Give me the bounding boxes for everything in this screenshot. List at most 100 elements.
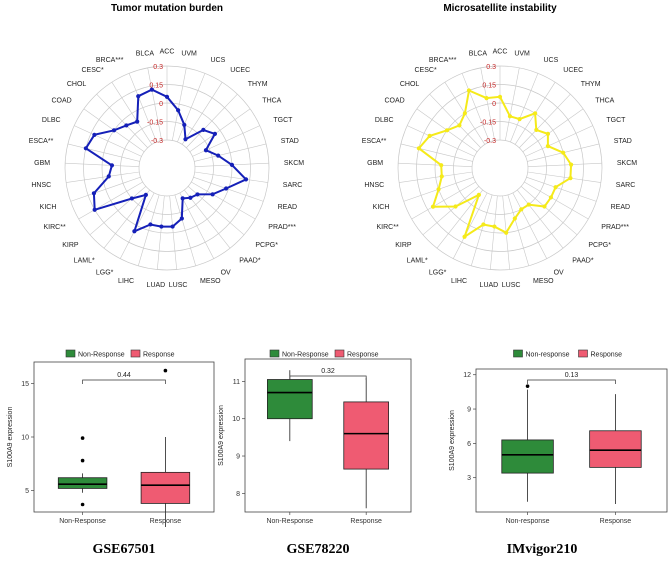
radar-category-label: ESCA** bbox=[362, 138, 387, 145]
radar-ring-label: 0.15 bbox=[149, 83, 163, 90]
radar-point bbox=[436, 187, 441, 192]
radar-spoke bbox=[191, 181, 256, 220]
radar-category-label: ESCA** bbox=[29, 138, 54, 145]
radar-chart-microsatellite-instability: Microsatellite instability 0.3 0.15 0 -0.15… bbox=[362, 3, 638, 289]
radar-category-label: BRCA*** bbox=[96, 57, 124, 64]
radar-point bbox=[148, 222, 153, 227]
box-outlier bbox=[80, 436, 85, 440]
radar-spoke bbox=[398, 171, 473, 183]
y-axis-label: S100A9 expression bbox=[218, 405, 225, 466]
y-tick-label: 9 bbox=[467, 407, 471, 414]
dataset-title: GSE78220 bbox=[286, 542, 349, 557]
radar-spoke bbox=[192, 125, 260, 157]
x-tick-label: Non-Response bbox=[59, 518, 106, 525]
radar-point bbox=[201, 127, 206, 132]
radar-chart-tumor-mutation-burden: Tumor mutation burden 0.3 0.15 0 -0.15 -0.3 A… bbox=[29, 3, 305, 289]
y-tick-label: 9 bbox=[236, 454, 240, 461]
radar-spoke bbox=[89, 186, 147, 236]
radar-category-label: LIHC bbox=[451, 278, 467, 285]
radar-point bbox=[91, 191, 97, 196]
radar-spoke bbox=[137, 194, 160, 266]
radar-point bbox=[519, 207, 524, 212]
radar-ring bbox=[138, 139, 196, 197]
box-outlier bbox=[80, 502, 85, 507]
radar-category-label: GBM bbox=[367, 160, 383, 167]
radar-category-label: UCEC bbox=[230, 67, 250, 74]
boxplot-gse78220: GSE78220 Non-Response Response 8 9 10 11 S100A… bbox=[218, 349, 412, 557]
x-tick-label: Response bbox=[350, 518, 382, 525]
radar-spoke bbox=[422, 186, 480, 236]
legend-label-non-response: Non-Response bbox=[78, 352, 125, 359]
y-tick-label: 10 bbox=[21, 435, 29, 442]
radar-spoke bbox=[67, 143, 140, 162]
radar-category-label: CHOL bbox=[67, 81, 87, 88]
radar-spoke bbox=[70, 176, 141, 202]
box-iqr bbox=[589, 430, 642, 468]
legend-swatch-non-response bbox=[513, 349, 523, 358]
radar-title: Microsatellite instability bbox=[443, 3, 557, 14]
significance-bracket bbox=[289, 375, 367, 380]
radar-spoke bbox=[193, 176, 264, 202]
radar-category-label: OV bbox=[554, 270, 564, 277]
radar-category-label: READ bbox=[611, 204, 630, 211]
radar-category-label: LIHC bbox=[118, 278, 134, 285]
radar-category-label: SARC bbox=[283, 182, 302, 189]
radar-point bbox=[129, 196, 134, 201]
radar-category-label: THYM bbox=[581, 81, 601, 88]
radar-point bbox=[143, 192, 148, 197]
radar-ring-label: -0.15 bbox=[147, 120, 163, 127]
radar-category-label: KIRC** bbox=[44, 224, 66, 231]
radar-point bbox=[92, 207, 97, 212]
radar-spoke bbox=[128, 73, 157, 143]
radar-spoke bbox=[186, 93, 238, 148]
radar-spoke bbox=[522, 108, 584, 153]
radar-point bbox=[466, 88, 472, 93]
radar-point bbox=[542, 204, 547, 209]
radar-point bbox=[164, 94, 170, 99]
radar-category-label: UCS bbox=[211, 57, 226, 64]
radar-point bbox=[507, 114, 513, 119]
radar-category-label: HNSC bbox=[31, 182, 51, 189]
significance-bracket bbox=[527, 379, 616, 384]
radar-category-label: TGCT bbox=[606, 117, 626, 124]
legend-label-response: Response bbox=[347, 352, 379, 359]
dataset-title: IMvigor210 bbox=[507, 542, 578, 557]
radar-point bbox=[484, 96, 489, 101]
radar-point bbox=[545, 144, 551, 149]
radar-category-label: KICH bbox=[40, 204, 57, 211]
radar-point bbox=[223, 186, 229, 191]
legend-swatch-response bbox=[578, 349, 588, 358]
radar-point bbox=[106, 174, 111, 179]
radar-category-label: SKCM bbox=[617, 160, 637, 167]
radar-category-label: CHOL bbox=[400, 81, 420, 88]
radar-point bbox=[92, 132, 97, 137]
radar-ring-label: -0.3 bbox=[484, 138, 496, 145]
y-tick-label: 8 bbox=[236, 491, 240, 498]
radar-category-label: PRAD*** bbox=[601, 224, 629, 231]
radar-category-label: KIRP bbox=[62, 242, 79, 249]
radar-point bbox=[229, 162, 235, 168]
radar-category-label: UVM bbox=[181, 51, 197, 58]
radar-category-label: PAAD* bbox=[572, 258, 594, 265]
radar-point bbox=[526, 202, 531, 207]
radar-category-label: MESO bbox=[533, 278, 554, 285]
radar-category-label: LUSC bbox=[169, 282, 188, 289]
box-iqr bbox=[343, 401, 389, 470]
radar-point bbox=[534, 127, 539, 132]
radar-point bbox=[132, 229, 137, 234]
radar-spoke bbox=[510, 73, 539, 143]
boxplot-imvigor210: IMvigor210 Non-response Response 3 6 9 12 S100… bbox=[449, 349, 668, 557]
y-axis-label: S100A9 expression bbox=[7, 407, 14, 468]
radar-title: Tumor mutation burden bbox=[111, 3, 223, 14]
significance-bracket bbox=[82, 379, 166, 384]
x-tick-label: Response bbox=[150, 518, 182, 525]
radar-point bbox=[183, 137, 188, 142]
radar-spoke bbox=[470, 194, 493, 266]
radar-category-label: PCPG* bbox=[588, 242, 611, 249]
radar-point bbox=[476, 192, 481, 197]
radar-spoke bbox=[179, 192, 215, 259]
radar-spoke bbox=[520, 186, 578, 236]
legend-label-non-response: Non-response bbox=[526, 352, 570, 359]
radar-point bbox=[188, 195, 193, 200]
radar-category-label: CESC* bbox=[82, 67, 104, 74]
